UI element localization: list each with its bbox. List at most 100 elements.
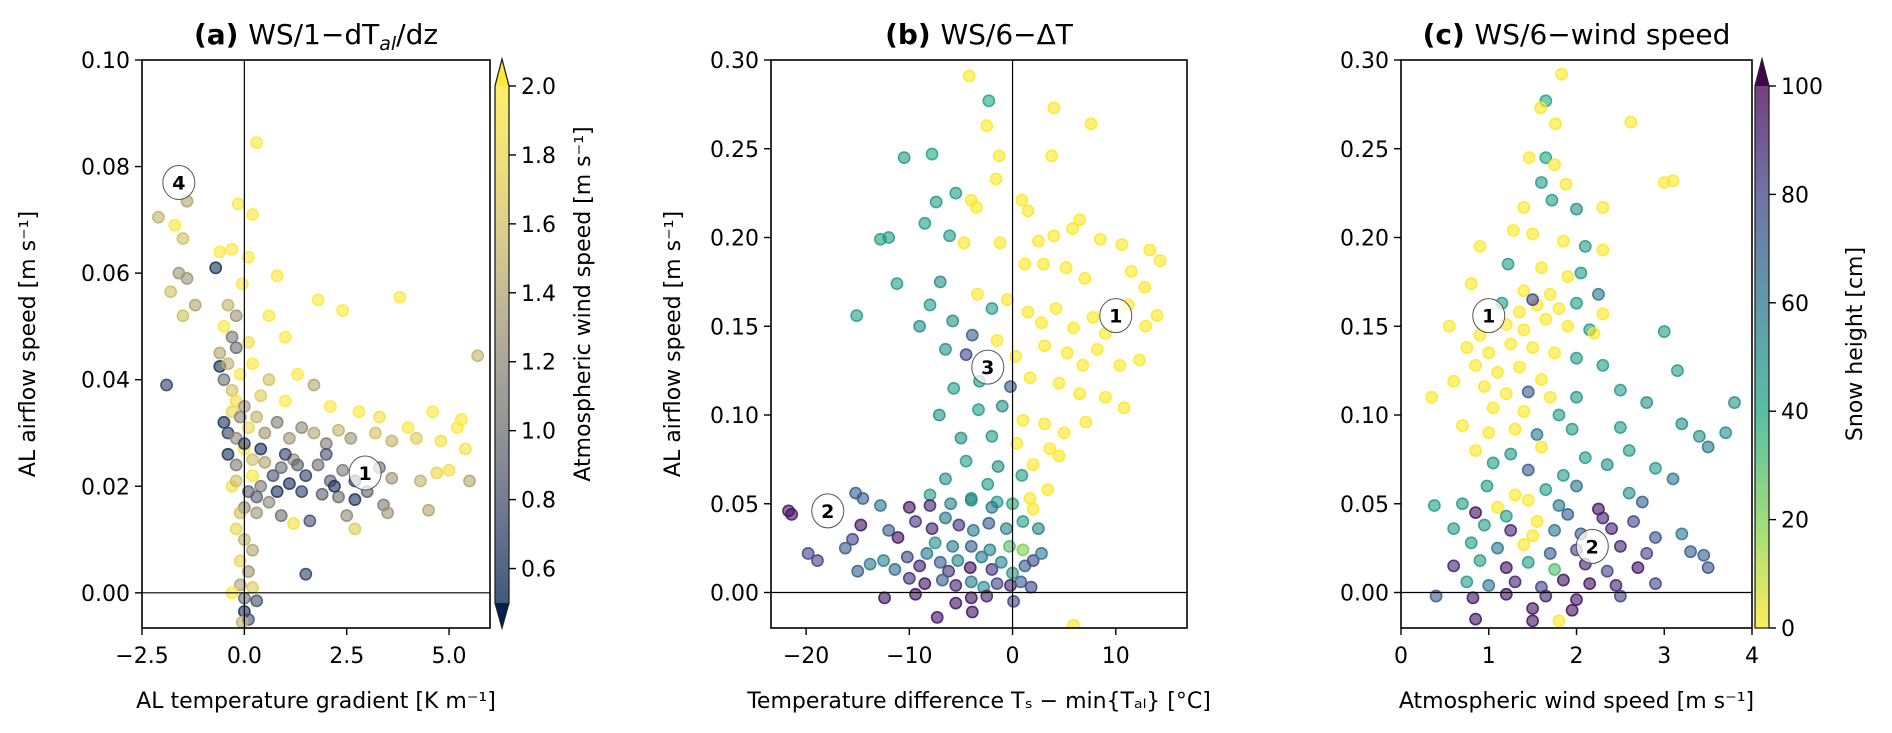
scatter-point: [1640, 547, 1654, 560]
scatter-point: [1578, 451, 1592, 464]
y-tick-label: 0.15: [710, 315, 759, 340]
scatter-point: [1561, 270, 1575, 283]
annotation-label: 2: [1586, 536, 1599, 558]
scatter-point: [989, 172, 1003, 186]
scatter-point: [964, 591, 978, 605]
scatter-point: [965, 328, 979, 342]
scatter-point: [1517, 284, 1531, 298]
scatter-point: [1427, 499, 1441, 512]
scatter-point: [1556, 234, 1570, 248]
scatter-point: [1447, 374, 1461, 388]
scatter-point: [221, 298, 235, 312]
scatter-point: [278, 394, 292, 408]
scatter-point: [1504, 447, 1518, 461]
scatter-point: [1031, 234, 1045, 248]
scatter-point: [877, 554, 890, 567]
scatter-point: [1469, 444, 1482, 457]
scatter-point: [918, 577, 932, 591]
scatter-point: [946, 314, 960, 328]
y-tick-label: 0.05: [710, 493, 759, 518]
scatter-point: [992, 149, 1006, 163]
scatter-layer: [151, 136, 485, 628]
annotation-label: 2: [821, 501, 834, 523]
x-tick-label: 2: [1570, 644, 1584, 669]
y-tick-label: 0.10: [1340, 404, 1389, 429]
scatter-point: [1045, 149, 1059, 163]
y-tick-label: 0.25: [710, 138, 759, 163]
scatter-point: [1570, 593, 1583, 606]
scatter-point: [920, 547, 934, 560]
scatter-point: [328, 479, 341, 493]
scatter-point: [1671, 364, 1684, 378]
scatter-point: [1561, 508, 1575, 521]
x-tick-label: 0.0: [227, 644, 262, 669]
scatter-point: [1153, 254, 1167, 267]
colorbar-tick-label: 40: [1781, 400, 1809, 425]
scatter-point: [1469, 358, 1482, 372]
scatter-point: [229, 458, 243, 472]
scatter-point: [1600, 564, 1614, 578]
x-tick-label: 4: [1745, 644, 1759, 669]
scatter-point: [229, 474, 243, 488]
scatter-point: [1583, 577, 1597, 591]
scatter-point: [1631, 561, 1645, 575]
scatter-point: [1480, 479, 1494, 493]
scatter-point: [1513, 360, 1526, 374]
scatter-point: [1521, 493, 1535, 507]
scatter-point: [1138, 280, 1152, 294]
scatter-point: [1038, 339, 1051, 353]
scatter-point: [336, 304, 350, 317]
scatter-point: [964, 575, 978, 589]
scatter-point: [250, 410, 264, 424]
scatter-point: [459, 442, 472, 456]
scatter-point: [307, 378, 321, 392]
scatter-point: [1548, 523, 1561, 537]
scatter-point: [348, 493, 362, 506]
scatter-point: [923, 488, 937, 502]
scatter-point: [902, 571, 916, 585]
scatter-point: [1491, 541, 1504, 555]
colorbar-tick-label: 100: [1781, 75, 1823, 100]
scatter-point: [1038, 417, 1051, 431]
scatter-point: [959, 454, 973, 468]
scatter-point: [242, 336, 255, 349]
colorbar-tick-label: 20: [1781, 509, 1809, 534]
scatter-point: [1535, 176, 1548, 189]
scatter-point: [270, 269, 284, 283]
scatter-point: [990, 334, 1004, 347]
scatter-point: [1021, 305, 1035, 319]
panel-title-prefix: (b): [885, 18, 940, 51]
scatter-point: [1609, 579, 1623, 592]
scatter-point: [1491, 365, 1504, 379]
scatter-point: [1004, 380, 1017, 393]
scatter-point: [963, 561, 977, 575]
scatter-point: [1719, 426, 1733, 440]
panel-title-prefix: (a): [194, 18, 248, 51]
scatter-point: [262, 309, 276, 323]
scatter-point: [1501, 257, 1515, 271]
scatter-point: [952, 518, 966, 532]
scatter-point: [217, 415, 231, 429]
scatter-point: [1447, 522, 1461, 535]
scatter-point: [413, 474, 427, 488]
scatter-point: [1526, 341, 1540, 354]
scatter-point: [1506, 223, 1520, 237]
scatter-point: [1561, 319, 1575, 333]
scatter-point: [1535, 261, 1548, 275]
scatter-point: [939, 342, 952, 356]
scatter-point: [287, 517, 300, 530]
scatter-point: [213, 346, 227, 360]
scatter-point: [1486, 456, 1500, 470]
scatter-point: [1539, 483, 1553, 496]
scatter-point: [1037, 257, 1050, 271]
scatter-point: [1596, 358, 1610, 372]
scatter-point: [409, 431, 423, 445]
scatter-point: [291, 458, 304, 472]
scatter-point: [176, 309, 190, 323]
scatter-point: [878, 591, 891, 605]
scatter-point: [254, 479, 268, 493]
scatter-point: [1548, 346, 1561, 360]
colorbar-gradient: [1755, 86, 1769, 628]
scatter-point: [1675, 417, 1689, 431]
scatter-point: [949, 186, 963, 200]
